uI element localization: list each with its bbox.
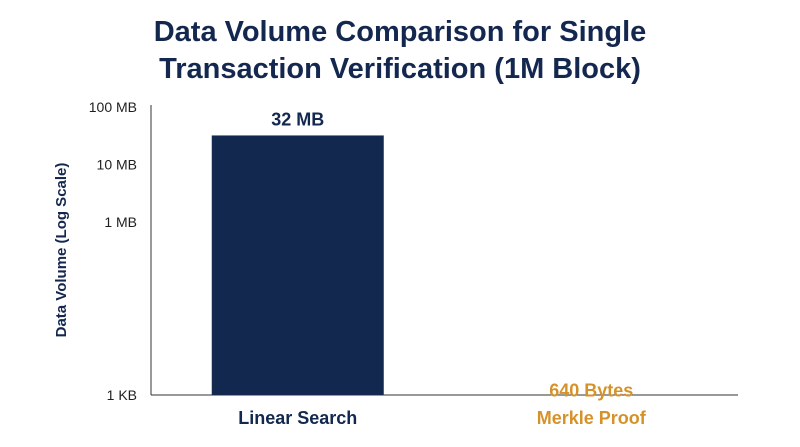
chart-title-line-2: Transaction Verification (1M Block): [159, 53, 641, 85]
chart-title-line-1: Data Volume Comparison for Single: [153, 16, 647, 48]
y-tick-label: 1 KB: [107, 387, 137, 403]
chart-title: Data Volume Comparison for Single Transa…: [0, 14, 800, 88]
bars: 32 MB Linear Search 640 Bytes Merkle Proof: [211, 109, 647, 428]
data-label: 32 MB: [271, 109, 324, 129]
y-axis-ticks: 1 KB 1 MB 10 MB 100 MB: [89, 99, 137, 403]
y-tick-label: 100 MB: [89, 99, 137, 115]
y-tick-label: 10 MB: [97, 156, 137, 172]
bar: [211, 135, 384, 395]
data-label: 640 Bytes: [549, 381, 633, 401]
y-axis-label: Data Volume (Log Scale): [53, 163, 70, 338]
x-category-label: Merkle Proof: [537, 408, 647, 428]
y-tick-label: 1 MB: [104, 214, 137, 230]
x-category-label: Linear Search: [238, 408, 357, 428]
